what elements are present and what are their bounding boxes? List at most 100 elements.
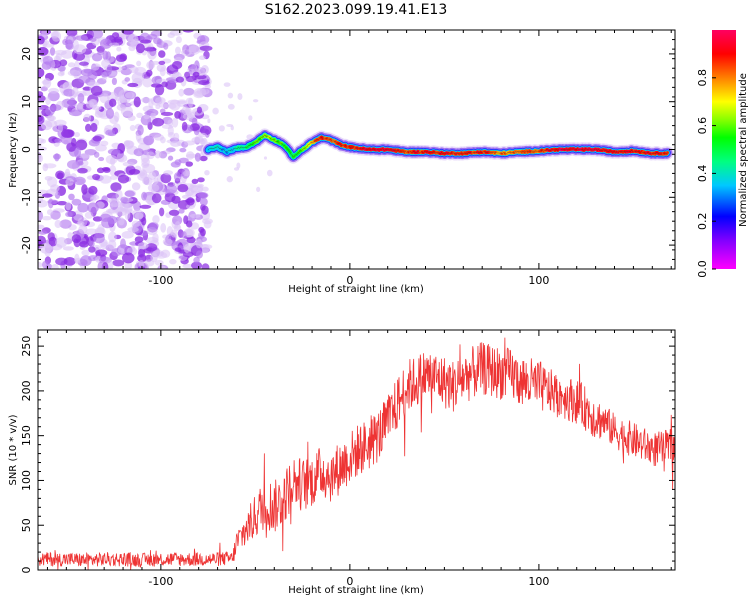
noise-blob: [168, 209, 180, 216]
noise-blob: [127, 82, 139, 88]
noise-blob: [95, 144, 107, 152]
noise-blob: [99, 38, 112, 49]
noise-blob: [110, 202, 120, 208]
noise-blob: [99, 175, 112, 184]
noise-blob: [167, 103, 177, 109]
noise-blob: [133, 148, 144, 157]
noise-blob: [116, 103, 126, 111]
noise-blob: [97, 224, 105, 235]
noise-blob: [226, 176, 233, 183]
noise-blob: [39, 243, 52, 249]
noise-blob: [160, 173, 172, 184]
noise-blob: [38, 68, 45, 78]
noise-blob: [181, 121, 188, 131]
snr-series-line: [38, 337, 675, 570]
noise-blob: [67, 70, 81, 77]
noise-blob: [163, 170, 173, 176]
noise-blob: [38, 94, 46, 103]
noise-blob: [204, 83, 211, 90]
noise-blob: [75, 35, 89, 41]
noise-blob: [188, 45, 201, 55]
noise-blob: [59, 59, 68, 67]
noise-blob: [147, 183, 160, 193]
noise-blob: [42, 55, 54, 65]
noise-blob: [38, 261, 43, 268]
noise-blob: [131, 182, 141, 191]
noise-blob: [38, 137, 45, 144]
noise-blob: [164, 184, 178, 194]
noise-blob: [90, 85, 103, 96]
noise-blob: [97, 261, 104, 269]
noise-blob: [160, 136, 166, 144]
noise-blob: [111, 77, 117, 86]
snr-x-tick-label: -100: [148, 575, 173, 588]
noise-blob: [141, 191, 148, 201]
noise-blob: [135, 43, 145, 54]
noise-blob: [195, 238, 203, 249]
noise-blob: [99, 213, 112, 223]
spectrogram-y-tick-label: 0: [20, 146, 33, 153]
noise-blob: [38, 230, 48, 235]
noise-blob: [186, 197, 195, 206]
noise-blob: [189, 213, 201, 219]
spectrogram-y-tick-label: -10: [20, 188, 33, 206]
noise-blob: [139, 204, 152, 209]
noise-blob: [76, 103, 84, 110]
noise-blob: [100, 71, 109, 78]
noise-blob: [81, 184, 88, 195]
noise-blob: [38, 35, 45, 45]
noise-blob: [86, 30, 95, 40]
noise-blob: [137, 254, 147, 263]
noise-blob: [92, 135, 102, 142]
noise-blob: [67, 62, 76, 68]
noise-blob: [65, 211, 73, 218]
noise-blob: [174, 159, 182, 166]
noise-blob: [144, 47, 157, 52]
noise-blob: [54, 49, 67, 56]
noise-blob: [150, 83, 163, 88]
snr-x-label: Height of straight line (km): [288, 585, 424, 596]
noise-blob: [194, 152, 201, 162]
spectrogram-x-tick-label: 100: [528, 274, 549, 287]
noise-blob: [87, 202, 99, 214]
noise-blob: [44, 106, 55, 116]
noise-blob: [107, 148, 121, 155]
noise-blob: [136, 60, 142, 67]
noise-blob: [89, 99, 98, 108]
noise-blob: [83, 113, 92, 123]
noise-blob: [42, 78, 52, 89]
noise-blob: [160, 111, 174, 117]
noise-blob: [158, 60, 166, 65]
noise-blob: [230, 125, 234, 131]
noise-blob: [129, 66, 139, 74]
noise-blob: [109, 42, 120, 47]
figure-title: S162.2023.099.19.41.E13: [265, 2, 448, 18]
noise-blob: [68, 193, 75, 201]
noise-blob: [49, 47, 56, 56]
colorbar-tick-label: 0.0: [696, 260, 709, 278]
snr-axes: -100 0 100 0 50 100 150 200 250: [20, 330, 675, 588]
noise-blob: [63, 256, 76, 266]
noise-blob: [141, 157, 150, 167]
noise-blob: [71, 234, 82, 244]
noise-blob: [74, 132, 80, 138]
noise-blob: [77, 217, 88, 227]
noise-blob: [68, 109, 82, 117]
noise-blob: [42, 43, 55, 48]
noise-blob: [201, 186, 209, 192]
noise-blob: [88, 246, 96, 253]
noise-blob: [73, 176, 86, 186]
noise-blob: [174, 46, 181, 55]
noise-blob: [113, 111, 120, 122]
noise-blob: [141, 216, 147, 226]
noise-blob: [158, 150, 168, 159]
noise-blob: [183, 87, 195, 96]
noise-blob: [115, 189, 123, 201]
noise-blob: [178, 88, 185, 97]
noise-blob: [47, 199, 59, 204]
noise-blob: [124, 190, 135, 197]
noise-blob: [185, 220, 193, 228]
noise-blob: [71, 198, 82, 206]
